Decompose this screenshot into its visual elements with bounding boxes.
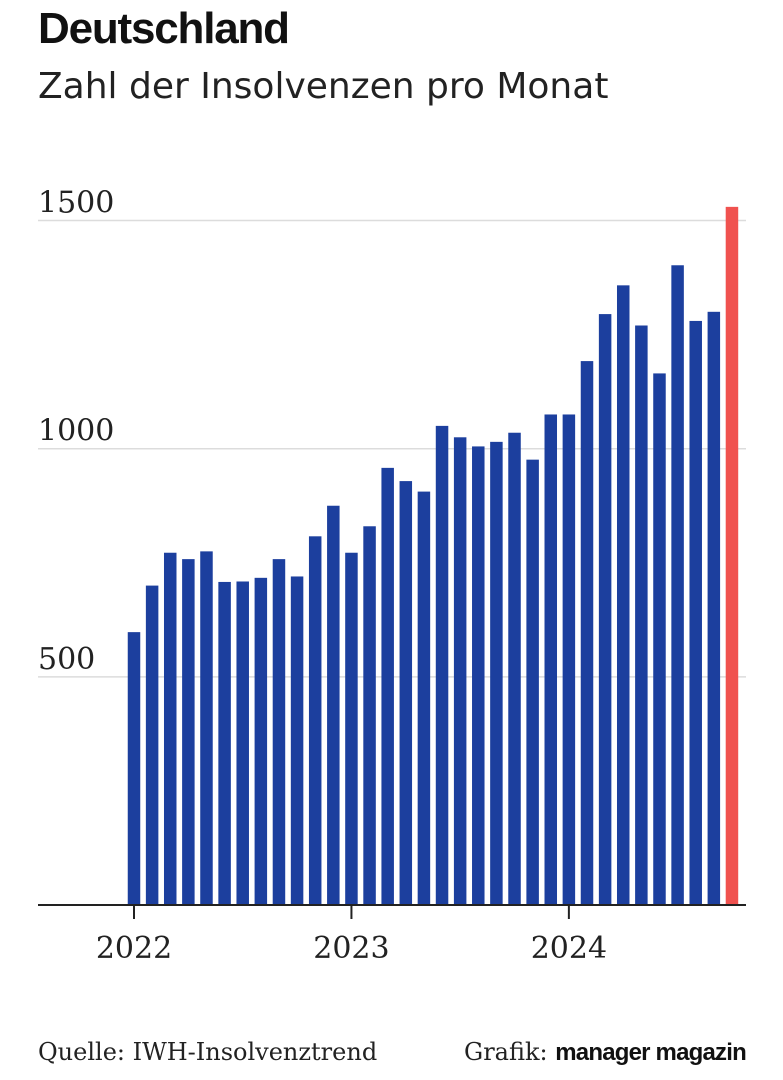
- y-tick-label-500: 500: [38, 642, 95, 677]
- bar-2023-07: [453, 437, 467, 905]
- bar-2022-01: [127, 632, 141, 905]
- bar-2022-07: [236, 581, 249, 905]
- bar-2023-05: [417, 491, 431, 905]
- bar-2024-08: [689, 320, 702, 905]
- bar-2023-12: [544, 414, 558, 905]
- bar-2024-10: [725, 206, 739, 906]
- bar-2023-09: [490, 441, 503, 905]
- x-tick-label-2022: 2022: [96, 931, 172, 966]
- bar-2023-10: [508, 432, 521, 905]
- bar-2022-03: [163, 552, 177, 905]
- bar-2022-09: [272, 559, 286, 905]
- bar-2022-02: [145, 585, 159, 905]
- x-axis: [38, 904, 746, 919]
- bar-2024-04: [616, 285, 630, 905]
- bars: [127, 206, 739, 906]
- bar-2022-08: [254, 577, 268, 905]
- bar-2022-11: [308, 536, 322, 905]
- y-tick-label-1000: 1000: [38, 414, 114, 449]
- bar-2022-10: [290, 576, 304, 905]
- bar-2022-12: [327, 505, 340, 905]
- bar-2024-06: [653, 373, 666, 905]
- y-tick-label-1500: 1500: [38, 186, 114, 221]
- bar-2023-04: [399, 481, 413, 905]
- bar-2022-04: [182, 559, 195, 905]
- bar-2024-03: [598, 314, 612, 905]
- chart-title: Deutschland: [38, 4, 290, 53]
- bar-chart: 500 1000 1500 2022 2023 2024: [38, 186, 746, 966]
- x-tick-label-2024: 2024: [531, 931, 607, 966]
- bar-2023-06: [435, 425, 449, 905]
- bar-2023-08: [472, 446, 485, 905]
- tick-labels: 500 1000 1500 2022 2023 2024: [38, 186, 607, 966]
- bar-2024-09: [707, 311, 721, 905]
- credit-label: Grafik:: [464, 1038, 548, 1066]
- x-tick-label-2023: 2023: [313, 931, 389, 966]
- graphic-credit: Grafik: manager magazin: [464, 1038, 747, 1067]
- bar-2022-06: [218, 581, 231, 905]
- bar-2023-03: [381, 467, 394, 905]
- bar-2023-11: [526, 459, 539, 905]
- bar-2024-02: [580, 361, 594, 905]
- bar-2023-01: [345, 552, 358, 905]
- credit-brand: manager magazin: [555, 1039, 747, 1066]
- bar-2024-07: [671, 265, 684, 905]
- chart-subtitle: Zahl der Insolvenzen pro Monat: [38, 66, 609, 107]
- bar-2023-02: [363, 526, 376, 905]
- bar-2022-05: [200, 551, 213, 905]
- bar-2024-05: [635, 325, 648, 905]
- bar-2024-01: [562, 414, 576, 905]
- source-note: Quelle: IWH-Insolvenztrend: [38, 1038, 378, 1066]
